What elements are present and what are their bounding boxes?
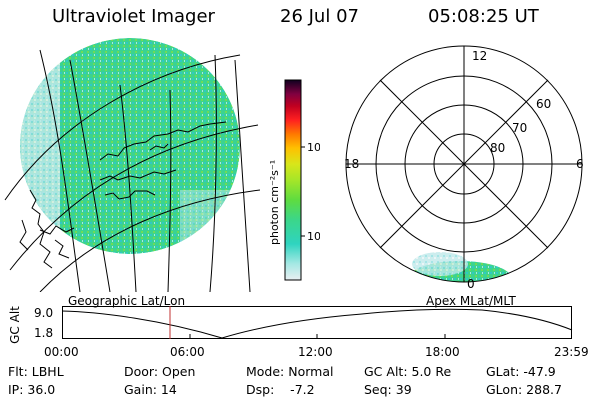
status-seq: Seq: 39 <box>364 382 412 397</box>
lat-label-60: 60 <box>536 97 551 111</box>
colorbar: 100 10 photon cm⁻²s⁻¹ <box>268 79 320 281</box>
colorbar-tick-100: 100 <box>307 141 320 154</box>
colorbar-unit-label: photon cm⁻²s⁻¹ <box>268 160 281 245</box>
lat-label-70: 70 <box>512 121 527 135</box>
gc-alt-ytick-max: 9.0 <box>34 306 54 320</box>
date-label: 26 Jul 07 <box>280 6 359 27</box>
status-ip: IP: 36.0 <box>8 382 56 397</box>
status-mode: Mode: Normal <box>246 364 334 379</box>
status-glat: GLat: -47.9 <box>486 364 556 379</box>
lat-label-80: 80 <box>490 141 505 155</box>
coastlines <box>19 121 227 269</box>
mlt-label-6: 6 <box>576 157 584 171</box>
gc-alt-xtick-2: 12:00 <box>298 345 333 359</box>
gc-alt-ytick-min: 1.8 <box>34 326 54 340</box>
polar-plot: 12 18 6 0 60 70 80 <box>344 45 584 291</box>
instrument-title: Ultraviolet Imager <box>52 6 215 27</box>
colorbar-gradient <box>284 79 302 281</box>
mlt-label-0: 0 <box>467 277 475 291</box>
gc-alt-xtick-1: 06:00 <box>170 345 205 359</box>
gc-alt-ylabel: GC Alt <box>7 306 22 344</box>
gc-alt-plot <box>62 306 573 339</box>
gc-alt-xtick-0: 00:00 <box>44 345 79 359</box>
geographic-map <box>4 38 260 292</box>
status-glon: GLon: 288.7 <box>486 382 562 397</box>
map-grid <box>4 49 260 292</box>
gc-alt-xtick-4: 23:59 <box>554 345 589 359</box>
mlt-label-18: 18 <box>344 157 359 171</box>
status-gc-alt: GC Alt: 5.0 Re <box>364 364 452 379</box>
status-door: Door: Open <box>124 364 196 379</box>
polar-panel-label: Apex MLat/MLT <box>426 294 516 308</box>
status-filter: Flt: LBHL <box>8 364 64 379</box>
status-dsp: Dsp: -7.2 <box>246 382 315 397</box>
colorbar-tick-10: 10 <box>307 230 320 243</box>
time-label: 05:08:25 UT <box>428 6 539 27</box>
gc-alt-curve <box>62 308 573 339</box>
polar-labels: 12 18 6 0 60 70 80 <box>344 49 584 291</box>
uv-disk-dim-edge <box>20 38 60 254</box>
status-gain: Gain: 14 <box>124 382 177 397</box>
mlt-label-12: 12 <box>472 49 487 63</box>
map-panel-label: Geographic Lat/Lon <box>68 294 186 308</box>
gc-alt-xtick-3: 18:00 <box>425 345 460 359</box>
